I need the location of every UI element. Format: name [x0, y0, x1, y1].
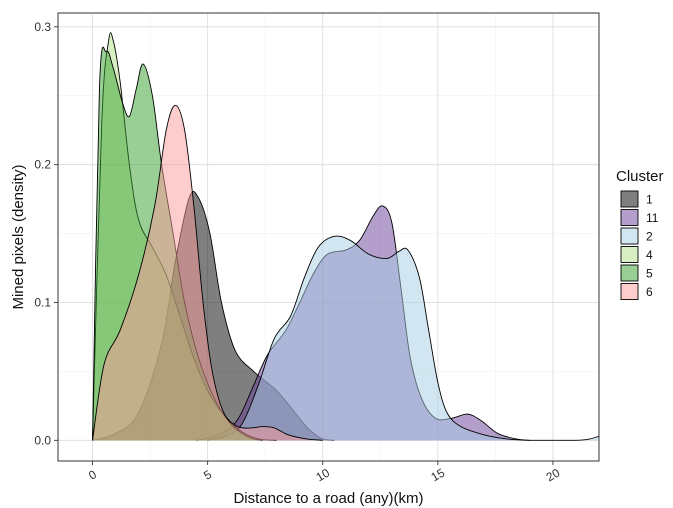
series-cluster-2 [207, 235, 600, 441]
density-line-cluster-6 [92, 104, 323, 441]
y-axis-title: Mined pixels (density) [10, 164, 27, 309]
legend-item-cluster-5: 5 [620, 264, 653, 282]
legend-swatch [620, 283, 639, 300]
legend-swatch [620, 209, 639, 226]
y-tick-label: 0.0 [34, 433, 51, 447]
x-tick-label: 20 [544, 465, 563, 484]
legend-label: 6 [646, 285, 653, 299]
density-area-cluster-6 [92, 105, 323, 441]
density-area-cluster-2 [207, 236, 599, 441]
legend-swatch [620, 227, 639, 245]
legend-label: 4 [646, 248, 653, 262]
series-cluster-6 [92, 104, 323, 441]
legend-item-cluster-4: 4 [620, 245, 653, 264]
panel-border [57, 12, 600, 462]
legend-label: 1 [646, 193, 653, 207]
legend-swatch [620, 264, 639, 282]
legend-label: 2 [646, 230, 653, 244]
legend-item-cluster-1: 1 [620, 190, 653, 208]
y-tick-label: 0.3 [34, 20, 51, 34]
x-axis-title: Distance to a road (any)(km) [233, 490, 423, 507]
x-tick-label: 10 [313, 465, 332, 484]
legend-swatch [620, 190, 639, 208]
legend-item-cluster-6: 6 [620, 282, 653, 301]
legend-item-cluster-2: 2 [620, 227, 653, 245]
legend-item-cluster-11: 11 [620, 208, 659, 227]
density-series [92, 32, 600, 441]
y-tick-label: 0.1 [34, 295, 51, 309]
legend-label: 5 [646, 267, 653, 281]
density-line-cluster-2 [207, 235, 600, 441]
density-line-cluster-11 [196, 205, 530, 441]
y-axis-ticks: 0.0 0.1 0.2 0.3 [34, 20, 58, 447]
legend-title: Cluster [616, 168, 664, 185]
legend-label: 11 [646, 211, 659, 225]
x-tick-label: 15 [429, 465, 448, 484]
legend-swatch [620, 246, 639, 263]
y-tick-label: 0.2 [34, 158, 51, 172]
